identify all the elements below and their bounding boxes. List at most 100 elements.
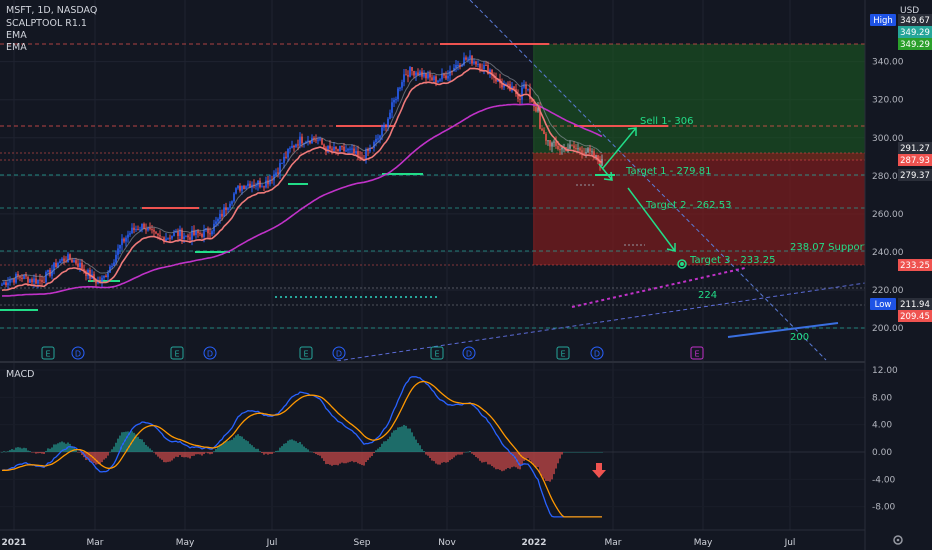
candle-body (29, 279, 31, 283)
candle-body (59, 260, 61, 264)
candle-body (365, 149, 367, 161)
macd-bar (353, 452, 355, 463)
macd-axis-ticks[interactable]: 12.00 8.00 4.00 0.00 -4.00 -8.00 (872, 366, 898, 513)
dividend-marker[interactable] (71, 346, 85, 360)
macd-bar (553, 452, 555, 475)
candle-body (115, 254, 117, 263)
macd-bar (183, 452, 185, 458)
candle-body (555, 141, 557, 146)
candle-body (327, 145, 329, 152)
dividend-marker[interactable] (462, 346, 476, 360)
candle-body (13, 278, 15, 283)
dividend-marker[interactable] (590, 346, 604, 360)
level-224-label: 224 (698, 290, 717, 301)
macd-tick: 4.00 (872, 421, 892, 431)
macd-bar (511, 452, 513, 468)
macd-bar (175, 452, 177, 457)
candle-body (195, 230, 197, 235)
macd-bar (469, 451, 471, 452)
macd-bar (571, 452, 573, 453)
candle-body (221, 213, 223, 217)
macd-bar (141, 439, 143, 452)
macd-bar (461, 452, 463, 455)
candle-body (345, 150, 347, 152)
candle-body (155, 231, 157, 234)
candle-body (355, 151, 357, 154)
candle-body (575, 148, 577, 150)
macd-bar (413, 436, 415, 452)
candle-body (79, 262, 81, 267)
macd-bar (405, 425, 407, 452)
candle-body (601, 159, 603, 166)
target3-label: Target 3 - 233.25 (689, 255, 775, 266)
signal-line (1, 380, 602, 518)
macd-bar (271, 452, 273, 454)
macd-bar (133, 432, 135, 452)
macd-bar (505, 452, 507, 470)
macd-bar (329, 452, 331, 465)
macd-bar (155, 452, 157, 455)
macd-bar (57, 443, 59, 452)
candle-body (219, 213, 221, 220)
candle-body (559, 149, 561, 151)
time-axis-labels[interactable]: 2021 Mar May Jul Sep Nov 2022 Mar May Jul (1, 538, 795, 548)
candle-body (273, 174, 275, 181)
candle-body (21, 277, 23, 280)
candle-body (389, 112, 391, 119)
candle-body (375, 138, 377, 143)
indicator-label-2[interactable]: EMA (6, 30, 27, 41)
indicator-label-3[interactable]: EMA (6, 42, 27, 53)
macd-bar (165, 452, 167, 463)
macd-bar (167, 452, 169, 462)
candle-body (39, 279, 41, 281)
candle-body (367, 149, 369, 152)
macd-bar (63, 442, 65, 452)
macd-bar (399, 427, 401, 452)
earnings-marker[interactable] (690, 346, 704, 360)
price-badge-bg (898, 38, 932, 50)
dividend-marker[interactable] (332, 346, 346, 360)
candle-body (535, 106, 537, 112)
candle-body (189, 237, 191, 240)
macd-bar (481, 452, 483, 463)
candle-body (135, 229, 137, 231)
candle-body (507, 83, 509, 85)
settings-icon[interactable] (893, 535, 903, 545)
candle-body (529, 88, 531, 100)
horizontal-levels (0, 43, 865, 329)
price-axis-ticks[interactable]: 340.00 320.00 300.00 280.00 260.00 240.00 220.… (872, 58, 904, 334)
candle-body (151, 229, 153, 231)
macd-bar (7, 451, 9, 452)
price-badge: 291.27 (900, 144, 930, 154)
macd-bar (427, 452, 429, 456)
indicator-label-1[interactable]: SCALPTOOL R1.1 (6, 18, 87, 29)
earnings-marker[interactable] (430, 346, 444, 360)
candle-body (381, 127, 383, 136)
candle-body (413, 70, 415, 76)
candle-body (399, 87, 401, 89)
symbol-title[interactable]: MSFT, 1D, NASDAQ (6, 5, 97, 16)
price-badges: High 349.67 349.29 349.29 291.27 287.93 279.37… (870, 14, 932, 322)
dividend-marker[interactable] (203, 346, 217, 360)
event-marker-label: E (694, 350, 699, 359)
macd-title[interactable]: MACD (6, 369, 34, 380)
macd-bar (585, 452, 587, 453)
macd-bar (539, 452, 541, 474)
candle-body (211, 231, 213, 235)
earnings-marker[interactable] (170, 346, 184, 360)
candle-body (407, 74, 409, 77)
macd-bar (21, 448, 23, 452)
earnings-marker[interactable] (299, 346, 313, 360)
macd-bar (203, 452, 205, 455)
candle-body (593, 151, 595, 158)
candle-body (597, 155, 599, 161)
candle-body (103, 275, 105, 278)
macd-bar (309, 451, 311, 453)
earnings-marker[interactable] (556, 346, 570, 360)
earnings-marker[interactable] (41, 346, 55, 360)
macd-bar (259, 451, 261, 452)
macd-bar (117, 438, 119, 452)
candle-body (447, 75, 449, 79)
candle-body (61, 258, 63, 261)
